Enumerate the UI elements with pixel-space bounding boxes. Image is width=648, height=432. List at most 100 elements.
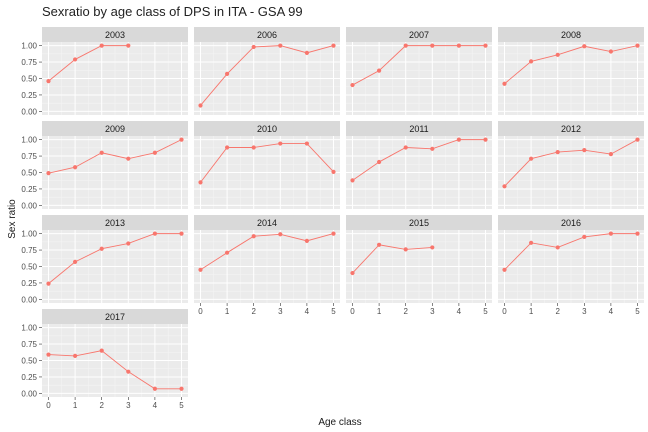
y-tick-label: 0.00 (21, 201, 37, 210)
data-point (278, 43, 283, 48)
data-point (331, 43, 336, 48)
x-tick-label: 5 (483, 307, 488, 316)
y-tick-label: 0.75 (21, 58, 37, 67)
x-tick-label: 3 (430, 307, 435, 316)
data-point (456, 43, 461, 48)
y-tick-label: 0.75 (21, 340, 37, 349)
y-tick-label: 0.75 (21, 152, 37, 161)
data-point (582, 44, 587, 49)
y-tick-label: 0.25 (21, 91, 37, 100)
series-line (48, 233, 182, 284)
data-point (608, 49, 614, 54)
data-point (225, 250, 230, 255)
x-tick-label: 4 (305, 307, 310, 316)
data-point (635, 137, 640, 142)
data-point (198, 180, 203, 185)
facet-strip-label: 2015 (409, 218, 429, 228)
data-point (555, 52, 560, 57)
series-line (504, 45, 638, 85)
data-point (483, 43, 488, 48)
x-tick-label: 1 (73, 401, 78, 410)
data-point (377, 242, 382, 247)
facet-2015: 2015 0 1 2 3 4 5 (346, 215, 492, 316)
facet-2016: 2016 0 1 2 3 4 5 (498, 215, 644, 316)
data-point (608, 231, 614, 236)
data-point (152, 231, 157, 236)
facet-strip (42, 215, 188, 230)
y-tick-label: 0.50 (21, 75, 37, 84)
facet-strip-label: 2003 (105, 30, 125, 40)
data-point (403, 43, 408, 48)
data-point (179, 386, 184, 391)
data-point (126, 156, 131, 161)
x-tick-label: 0 (502, 307, 507, 316)
facet-2007: 2007 (346, 27, 492, 115)
data-point (529, 240, 534, 245)
series-line (200, 143, 334, 183)
data-point (403, 145, 408, 150)
series-line (200, 45, 334, 106)
data-point (99, 348, 104, 353)
data-point (152, 386, 157, 391)
data-point (555, 150, 560, 155)
facet-strip-label: 2010 (257, 124, 277, 134)
facet-strip-label: 2007 (409, 30, 429, 40)
y-tick-label: 0.25 (21, 279, 37, 288)
series-line (352, 244, 433, 274)
facet-2009: 2009 0.00 0.25 0.50 0.75 1.00 (21, 121, 188, 210)
x-tick-label: 3 (126, 401, 131, 410)
x-tick-label: 5 (179, 401, 184, 410)
facet-2006: 2006 (194, 27, 340, 115)
x-tick-label: 0 (350, 307, 355, 316)
y-tick-label: 1.00 (21, 136, 37, 145)
data-point (456, 137, 461, 142)
data-point (73, 353, 78, 358)
data-point (430, 146, 435, 151)
series-line (48, 45, 129, 82)
data-point (403, 247, 408, 252)
x-tick-label: 4 (457, 307, 462, 316)
data-point (99, 246, 104, 251)
chart-title: Sexratio by age class of DPS in ITA - GS… (42, 4, 303, 19)
data-point (198, 103, 203, 108)
data-point (99, 43, 104, 48)
y-tick-label: 0.75 (21, 246, 37, 255)
data-point (251, 44, 256, 50)
facet-strip (346, 27, 492, 42)
facet-2011: 2011 (346, 121, 492, 209)
y-tick-label: 0.00 (21, 107, 37, 116)
facet-2010: 2010 (194, 121, 340, 209)
facet-2017: 2017 0.00 0.25 0.50 0.75 1.00 0 1 2 3 4 5 (21, 309, 188, 410)
data-point (582, 234, 587, 240)
data-point (529, 59, 534, 64)
data-point (46, 281, 51, 286)
data-point (99, 150, 104, 155)
facet-strip-label: 2012 (561, 124, 581, 134)
x-tick-label: 2 (251, 307, 256, 316)
data-point (126, 369, 131, 374)
series-line (48, 350, 182, 390)
x-tick-label: 0 (46, 401, 51, 410)
facet-strip (346, 215, 492, 230)
data-point (251, 234, 256, 239)
y-tick-label: 0.25 (21, 373, 37, 382)
facet-strip-label: 2013 (105, 218, 125, 228)
data-point (126, 43, 131, 48)
data-point (251, 145, 256, 150)
data-point (73, 57, 78, 62)
y-tick-label: 0.50 (21, 357, 37, 366)
data-point (304, 238, 309, 243)
x-tick-label: 4 (153, 401, 158, 410)
x-axis-title: Age class (318, 417, 361, 428)
facet-strip (42, 309, 188, 324)
series-line (200, 233, 334, 271)
y-tick-label: 0.50 (21, 169, 37, 178)
facet-strip (194, 27, 340, 42)
facet-2003: 2003 0.00 0.25 0.50 0.75 1.00 (21, 27, 188, 116)
data-point (73, 165, 78, 170)
data-point (152, 150, 157, 155)
facet-strip-label: 2006 (257, 30, 277, 40)
x-tick-label: 2 (99, 401, 104, 410)
data-point (502, 267, 507, 272)
y-tick-label: 1.00 (21, 230, 37, 239)
